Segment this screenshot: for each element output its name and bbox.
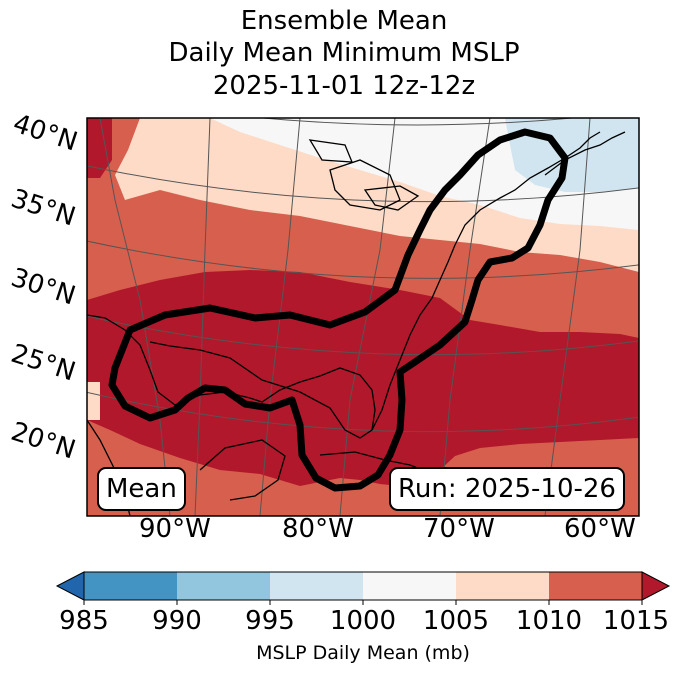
title-line-3: 2025-11-01 12z-12z	[212, 71, 476, 101]
lat-line-30	[87, 240, 639, 279]
colorbar-label: MSLP Daily Mean (mb)	[256, 642, 470, 664]
lon-line-80	[339, 118, 396, 516]
colorbar-seg-990-995	[177, 572, 270, 600]
lon-label-70w: 70°W	[423, 514, 495, 544]
yucatan	[199, 439, 286, 501]
colorbar-seg-985-990	[84, 572, 177, 600]
min-pressure-contour	[108, 128, 569, 492]
map-area	[87, 118, 639, 516]
colorbar-seg-995-1000	[270, 572, 363, 600]
colorbar-tick-1010: 1010	[515, 606, 583, 636]
colorbar-seg-1005-1010	[456, 572, 549, 600]
colorbar-tick-1015: 1015	[602, 606, 670, 636]
lon-label-60w: 60°W	[564, 514, 636, 544]
mean-label-box: Mean	[97, 467, 186, 511]
colorbar-tick-marks	[83, 600, 643, 605]
colorbar-tick-995: 995	[245, 606, 295, 636]
run-date-label-box: Run: 2025-10-26	[389, 467, 625, 511]
lon-line-70	[544, 118, 591, 516]
title-line-2: Daily Mean Minimum MSLP	[168, 38, 520, 68]
gulf-coast	[87, 314, 376, 439]
lon-line-85	[259, 118, 301, 516]
colorbar-seg-1000-1005	[363, 572, 456, 600]
lon-line-95	[99, 118, 171, 516]
lon-line-90	[194, 118, 211, 516]
lat-line-35	[87, 165, 639, 203]
lat-line-25	[87, 315, 639, 356]
colorbar-tick-990: 990	[152, 606, 202, 636]
great-lakes	[308, 139, 420, 211]
title-line-1: Ensemble Mean	[240, 6, 448, 36]
shade-1015-plus-corner	[87, 118, 112, 178]
colorbar-seg-1010-1015	[549, 572, 642, 600]
colorbar-tick-985: 985	[59, 606, 109, 636]
lon-label-80w: 80°W	[282, 514, 354, 544]
colorbar	[55, 571, 671, 605]
lat-line-40	[257, 118, 578, 126]
graticule	[87, 118, 639, 516]
map-frame	[86, 117, 640, 517]
lat-line-20	[87, 391, 639, 433]
colorbar-tick-1005: 1005	[422, 606, 490, 636]
lon-label-90w: 90°W	[139, 514, 211, 544]
shade-left-pocket	[87, 382, 100, 420]
colorbar-extend-low	[55, 571, 85, 601]
colorbar-extend-high	[641, 571, 671, 601]
colorbar-tick-1000: 1000	[329, 606, 397, 636]
